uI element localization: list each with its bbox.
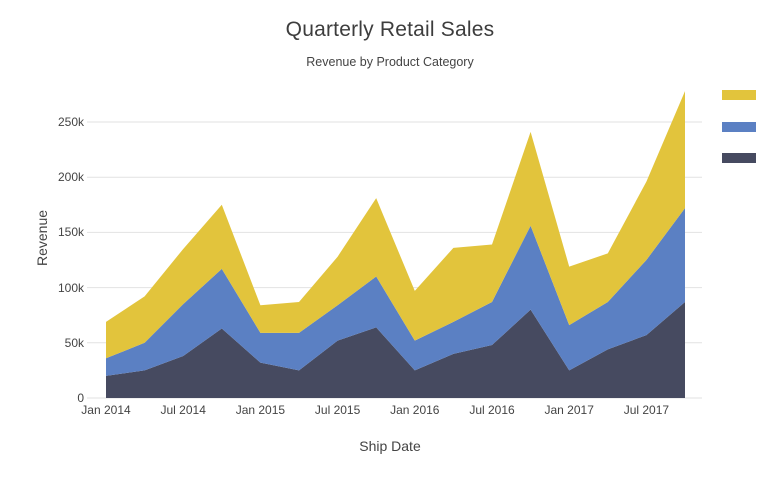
x-tick-label: Jul 2017: [623, 403, 670, 417]
x-tick-label: Jan 2016: [390, 403, 440, 417]
x-tick-label: Jan 2017: [544, 403, 594, 417]
y-tick-label: 250k: [57, 115, 84, 129]
x-tick-label: Jul 2015: [314, 403, 361, 417]
x-tick-label: Jul 2014: [160, 403, 206, 417]
y-tick-label: 0: [77, 391, 84, 405]
dark-bottom-series-area[interactable]: [106, 301, 685, 398]
chart-title: Quarterly Retail Sales: [285, 18, 495, 41]
yellow-top-series-area[interactable]: [106, 91, 685, 359]
y-tick-label: 150k: [57, 225, 84, 240]
y-tick-label: 100k: [57, 280, 84, 295]
legend-swatch-0[interactable]: [722, 90, 756, 100]
chart-subtitle: Revenue by Product Category: [306, 55, 474, 69]
blue-middle-series-area[interactable]: [106, 208, 685, 376]
x-tick-label: Jan 2015: [235, 403, 286, 417]
legend-swatch-1[interactable]: [722, 122, 756, 132]
y-tick-label: 200k: [57, 170, 84, 185]
x-tick-label: Jul 2016: [469, 403, 515, 417]
x-tick-label: Jan 2014: [81, 403, 131, 417]
x-axis-title: Ship Date: [359, 438, 421, 454]
legend-swatch-2[interactable]: [722, 153, 756, 163]
y-tick-label: 50k: [64, 335, 84, 350]
